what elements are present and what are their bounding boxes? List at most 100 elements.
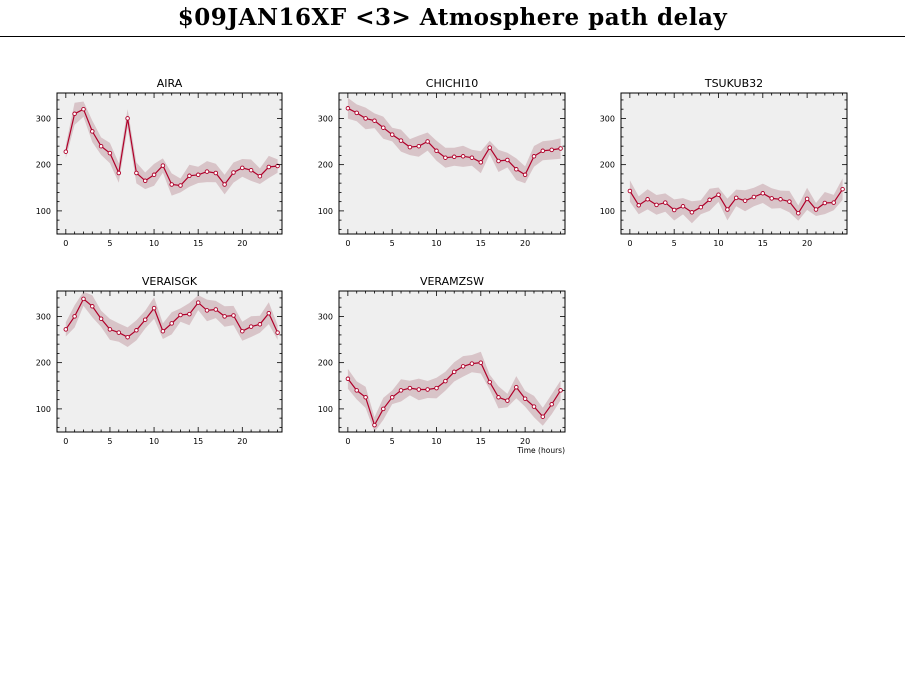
data-point (558, 388, 563, 393)
data-point (654, 202, 659, 208)
data-point (222, 314, 227, 319)
data-point (796, 210, 801, 216)
x-tick-label: 10 (431, 239, 441, 248)
data-point (689, 210, 695, 215)
plot-frame (338, 290, 566, 433)
x-tick-label: 5 (390, 239, 395, 248)
data-point (240, 328, 245, 334)
data-point (345, 106, 351, 111)
data-point (204, 308, 210, 313)
plot-frame (56, 290, 283, 433)
x-tick-label: 0 (345, 239, 350, 248)
data-point (663, 200, 668, 205)
data-point (90, 129, 95, 134)
page-title: $09JAN16XF <3> Atmosphere path delay (177, 4, 728, 31)
data-point (407, 385, 413, 391)
y-tick-label: 300 (318, 114, 333, 123)
x-tick-label: 10 (149, 239, 159, 248)
data-point (549, 147, 554, 153)
uncertainty-band (347, 351, 561, 432)
data-point (275, 163, 280, 169)
y-tick-label: 300 (600, 114, 615, 123)
x-tick-label: 5 (672, 239, 677, 248)
x-tick-label: 20 (520, 437, 530, 446)
data-point (213, 307, 219, 312)
plot-frame (56, 92, 283, 235)
data-point (142, 178, 148, 184)
y-tick-label: 100 (36, 405, 51, 414)
data-point (178, 312, 183, 318)
data-point (363, 395, 368, 400)
data-point (107, 150, 113, 156)
data-point (248, 324, 254, 329)
x-tick-label: 15 (193, 437, 203, 446)
chart-panel: 0 5 10 15 20 100 200 300 VERAMZSW Time (hours) (318, 275, 566, 455)
data-point (451, 154, 457, 160)
data-point (372, 422, 377, 428)
data-point (840, 186, 845, 192)
data-point (125, 116, 130, 121)
data-point (416, 143, 422, 149)
data-point (98, 316, 104, 321)
data-point (407, 144, 413, 150)
data-point (416, 387, 422, 392)
plot-frame (620, 92, 848, 235)
data-point (496, 158, 501, 164)
data-point (671, 207, 677, 213)
chart-title: AIRA (157, 77, 183, 90)
data-point (372, 118, 377, 123)
y-tick-label: 100 (600, 207, 615, 216)
y-tick-label: 300 (36, 114, 51, 123)
data-point (125, 334, 130, 340)
y-tick-label: 200 (318, 161, 333, 170)
data-point (496, 395, 501, 400)
data-point (636, 203, 641, 208)
data-point (63, 327, 69, 332)
chart-panel: 0 5 10 15 20 100 200 300 TSUKUB32 (600, 77, 848, 248)
x-axis-label: Time (hours) (516, 446, 565, 455)
plot-frame (338, 92, 566, 235)
data-point (231, 313, 236, 318)
data-point (531, 404, 537, 409)
data-point (151, 172, 157, 178)
x-tick-label: 20 (237, 437, 247, 446)
data-point (169, 321, 174, 326)
data-point (478, 160, 484, 165)
x-tick-label: 0 (345, 437, 350, 446)
data-point (733, 195, 739, 201)
data-point (72, 111, 77, 117)
data-point (187, 311, 192, 317)
data-point (425, 387, 430, 392)
data-point (680, 204, 686, 209)
data-point (514, 384, 519, 390)
data-point (345, 376, 351, 382)
data-point (142, 317, 148, 322)
data-point (363, 116, 368, 121)
data-point (107, 327, 113, 332)
x-tick-label: 20 (520, 239, 530, 248)
chart-panel: 0 5 10 15 20 100 200 300 CHICHI10 (318, 77, 566, 248)
data-point (425, 139, 430, 144)
data-point (478, 360, 484, 365)
data-point (195, 172, 201, 178)
data-point (813, 207, 819, 212)
data-point (134, 328, 139, 333)
data-point (389, 395, 395, 400)
y-tick-label: 200 (600, 161, 615, 170)
data-point (257, 173, 263, 179)
data-point (231, 170, 236, 175)
data-point (266, 164, 272, 170)
data-point (248, 167, 254, 173)
x-tick-label: 15 (758, 239, 768, 248)
data-point (443, 378, 448, 384)
data-point (627, 188, 633, 194)
data-point (240, 165, 245, 171)
title-divider (0, 36, 905, 37)
x-tick-label: 0 (63, 437, 68, 446)
data-point (151, 305, 157, 311)
y-tick-label: 200 (36, 161, 51, 170)
data-point (505, 157, 510, 163)
x-tick-label: 15 (476, 437, 486, 446)
data-point (716, 192, 721, 197)
data-point (549, 402, 554, 407)
